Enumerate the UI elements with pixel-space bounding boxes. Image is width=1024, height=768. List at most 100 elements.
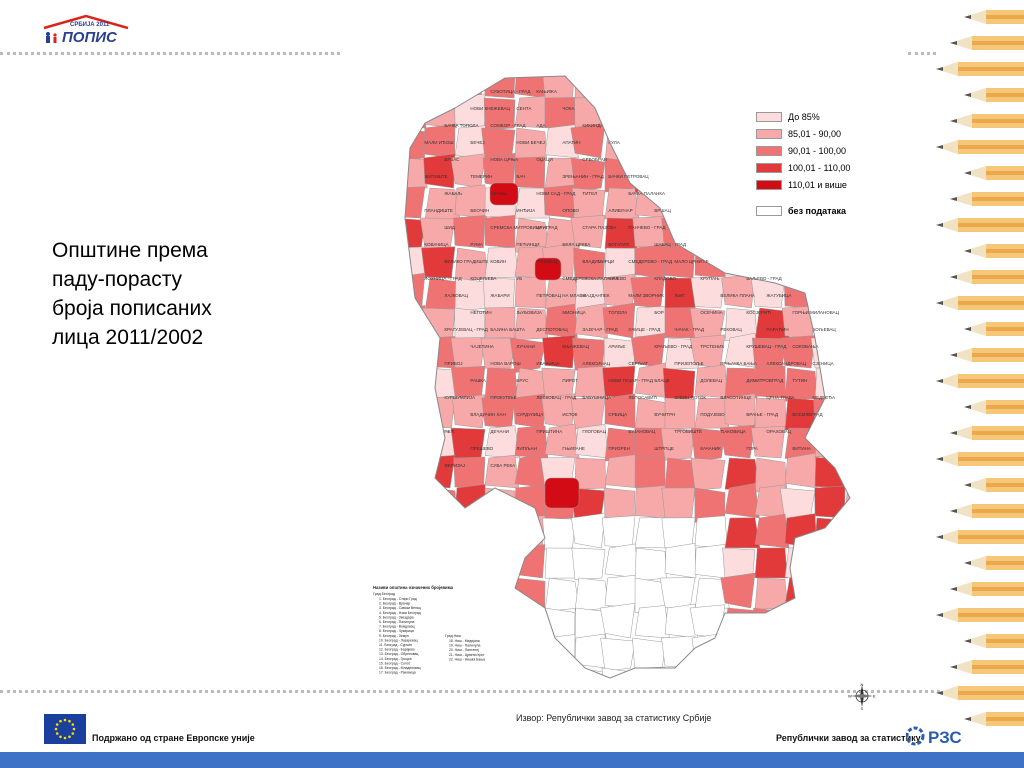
- municipality-region: [719, 95, 756, 129]
- top-dotted-rule-right: [908, 52, 936, 55]
- municipality-label: НОВИ ПАЗАР - ГРАД: [608, 378, 652, 383]
- municipality-region: [783, 217, 816, 249]
- municipality-label: КОСЈЕРИЋ: [746, 310, 771, 315]
- municipality-label: НОВИ САД - ГРАД: [536, 191, 575, 196]
- pencil-shape: [936, 62, 1024, 76]
- municipality-region: [844, 397, 850, 433]
- municipality-region: [424, 515, 456, 549]
- municipality-region: [844, 367, 850, 404]
- legend-item: без података: [756, 205, 846, 217]
- municipality-region: [543, 184, 576, 219]
- municipality-label: ЗУБИН ПОТОК: [674, 395, 706, 400]
- legend-swatch: [756, 146, 782, 156]
- municipality-label: АПАТИН: [562, 140, 580, 145]
- pencil-shape: [950, 504, 1024, 518]
- municipality-region: [632, 97, 666, 131]
- municipality-region: [724, 635, 758, 669]
- legend-swatch: [756, 163, 782, 173]
- municipality-region: [750, 425, 786, 459]
- pencil-shape: [950, 348, 1024, 362]
- municipality-label: ЛЕПОСАВИЋ: [628, 395, 657, 400]
- district-list-item: 10. Београд - Лазаревац: [379, 638, 418, 642]
- municipality-label: СМЕДЕРЕВО - ГРАД: [628, 259, 672, 264]
- eu-star: [71, 723, 75, 726]
- municipality-label: НОВА ВАРОШ: [490, 361, 520, 366]
- eu-flag-icon: [44, 714, 86, 744]
- municipality-label: ЖАГУБИЦА: [766, 293, 791, 298]
- district-list-item: 9. Београд - Земун: [379, 634, 409, 638]
- pencil-shape: [950, 114, 1024, 128]
- municipality-region: [844, 276, 850, 309]
- district-list-item: 14. Београд - Гроцка: [379, 657, 412, 661]
- municipality-region: [405, 305, 426, 339]
- eu-star: [71, 732, 75, 735]
- municipality-region: [604, 575, 638, 609]
- municipality-region: [544, 97, 576, 129]
- municipality-region: [784, 452, 818, 489]
- municipality-region: [754, 513, 790, 549]
- legend-item: 90,01 - 100,00: [756, 145, 846, 157]
- municipality-label: КРАЉЕВО - ГРАД: [654, 344, 692, 349]
- municipality-label: ГОРЊИ МИЛАНОВАЦ: [792, 310, 839, 315]
- pencil-shape: [964, 10, 1024, 24]
- district-list-header: Називи општина означених бројевима: [373, 585, 454, 590]
- municipality-region: [844, 93, 850, 129]
- pencil-shape: [964, 556, 1024, 570]
- municipality-region: [724, 76, 761, 99]
- municipality-region: [694, 667, 729, 678]
- municipality-label: ГОЛУБАЦ: [536, 259, 557, 264]
- municipality-region: [662, 367, 696, 402]
- municipality-region: [754, 547, 788, 579]
- municipality-region: [844, 455, 850, 489]
- municipality-label: БАЧКИ ПЕТРОВАЦ: [608, 174, 649, 179]
- municipality-label: ВАЉЕВО - ГРАД: [746, 276, 781, 281]
- municipality-region: [840, 423, 850, 459]
- municipality-region: [634, 456, 666, 489]
- municipality-region: [754, 637, 789, 669]
- municipality-region: [634, 485, 667, 519]
- municipality-label: НОВА ЦРЊА: [490, 157, 518, 162]
- municipality-label: МАЈДАНПЕК: [582, 293, 610, 298]
- municipality-region: [634, 666, 668, 678]
- municipality-label: КАЊИЖА: [536, 89, 557, 94]
- municipality-label: ЖАБАЉ: [444, 191, 462, 196]
- municipality-region: [405, 272, 426, 309]
- map-labels: СУБОТИЦА - ГРАД КАЊИЖА НОВИ КНЕЖЕВАЦ СЕНТА Ч…: [424, 89, 839, 468]
- municipality-region: [661, 487, 696, 519]
- compass-e: E: [873, 694, 876, 699]
- municipality-region: [601, 667, 636, 678]
- municipality-label: ДИМИТРОВГРАД: [746, 378, 783, 383]
- municipality-label: КУЛА: [608, 140, 619, 145]
- municipality-region-high: [534, 257, 562, 281]
- eu-star: [59, 719, 62, 723]
- municipality-label: МАЛИ ИЂОШ: [424, 140, 453, 145]
- municipality-region: [514, 127, 547, 162]
- municipality-label: АЛИБУНАР: [608, 208, 632, 213]
- municipality-region: [814, 517, 848, 551]
- municipality-region: [690, 184, 726, 219]
- municipality-region: [779, 247, 816, 280]
- municipality-region: [543, 667, 576, 678]
- district-list-item: 15. Београд - Сопот: [379, 661, 411, 665]
- pencil-shape: [936, 140, 1024, 154]
- municipality-label: ШАБАЦ - ГРАД: [654, 242, 686, 247]
- municipality-label: ШТРПЦЕ: [654, 446, 673, 451]
- district-list-item: 22. Ниш - Нишка Бања: [449, 657, 485, 661]
- municipality-label: КОЦЕЉЕВА: [470, 276, 496, 281]
- municipality-region: [602, 97, 636, 131]
- pencil-shape: [964, 634, 1024, 648]
- municipality-region: [844, 337, 850, 371]
- municipality-region: [810, 547, 846, 583]
- pencil-shape: [964, 400, 1024, 414]
- municipality-label: АЛЕКСИНАЦ: [582, 361, 610, 366]
- municipality-label: АДА: [536, 123, 545, 128]
- municipality-region: [570, 214, 606, 249]
- municipality-label: ЛИПЉАН: [516, 446, 536, 451]
- municipality-label: СУВА РЕКА: [490, 463, 515, 468]
- municipality-region: [405, 517, 426, 550]
- municipality-label: БОЉЕВАЦ: [812, 327, 836, 332]
- municipality-label: ДЕЧАНИ: [490, 429, 509, 434]
- municipality-label: КИКИНДА: [582, 123, 603, 128]
- country-border: [404, 75, 851, 679]
- municipality-region: [484, 487, 516, 522]
